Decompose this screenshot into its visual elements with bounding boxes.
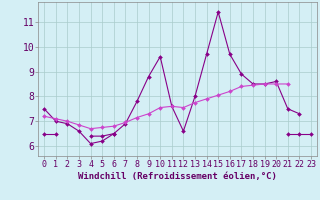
- X-axis label: Windchill (Refroidissement éolien,°C): Windchill (Refroidissement éolien,°C): [78, 172, 277, 181]
